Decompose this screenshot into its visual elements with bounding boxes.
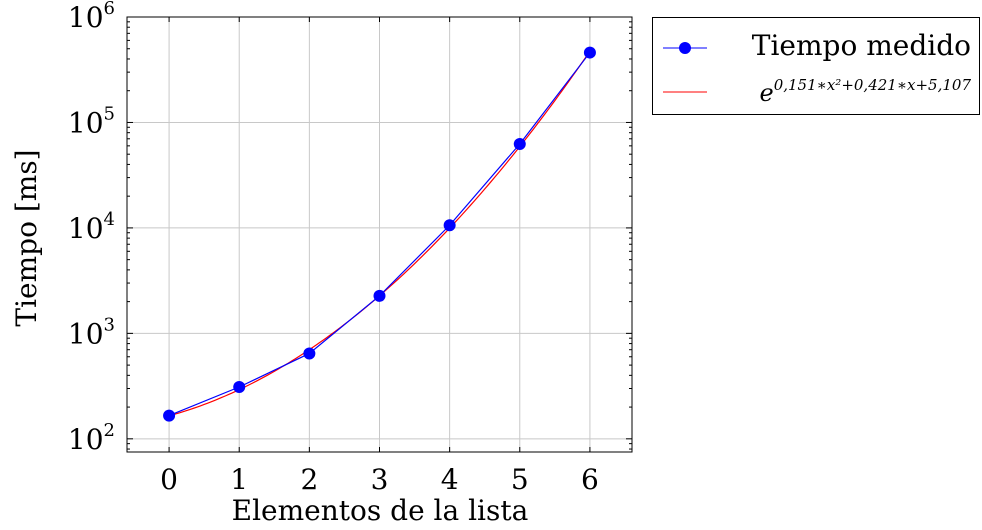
measured-point [513, 137, 526, 150]
y-tick-label: 103 [68, 314, 115, 350]
measured-point [373, 289, 386, 302]
y-tick-exponent: 2 [104, 420, 115, 441]
x-tick-label: 0 [160, 463, 178, 496]
legend-fit-base: e [759, 79, 774, 107]
measured-layer [163, 46, 596, 422]
x-tick-label: 3 [371, 463, 389, 496]
x-axis-label: Elementos de la lista [232, 494, 529, 527]
legend-sample-fit [663, 91, 707, 93]
x-tick-label: 4 [441, 463, 459, 496]
measured-point [233, 381, 246, 394]
legend-entry-measured: Tiempo medido [653, 28, 979, 68]
y-tick-exponent: 3 [104, 314, 115, 335]
legend-entry-fit: e0,151∗x²+0,421∗x+5,107 [653, 72, 979, 112]
legend-sample-measured [663, 42, 707, 54]
legend-fit-exponent: 0,151∗x²+0,421∗x+5,107 [773, 76, 971, 94]
measured-point [583, 46, 596, 59]
y-tick-base: 10 [68, 423, 104, 456]
y-tick-exponent: 5 [104, 103, 115, 124]
y-tick-label: 104 [68, 209, 115, 245]
measured-point [443, 219, 456, 232]
y-tick-exponent: 4 [104, 209, 115, 230]
measured-point [163, 409, 176, 422]
measured-point [303, 347, 316, 360]
x-tick-label: 1 [230, 463, 248, 496]
y-tick-label: 106 [68, 0, 115, 34]
y-tick-label: 102 [68, 420, 115, 456]
y-tick-exponent: 6 [104, 0, 115, 19]
legend-label-fit: e0,151∗x²+0,421∗x+5,107 [760, 76, 972, 107]
y-tick-base: 10 [68, 1, 104, 34]
legend-label-measured: Tiempo medido [751, 29, 971, 62]
y-tick-label: 105 [68, 103, 115, 139]
legend: Tiempo medido e0,151∗x²+0,421∗x+5,107 [652, 17, 980, 115]
y-tick-base: 10 [68, 106, 104, 139]
y-tick-base: 10 [68, 212, 104, 245]
ticks [127, 16, 632, 452]
y-tick-base: 10 [68, 317, 104, 350]
x-tick-label: 5 [511, 463, 529, 496]
grid [127, 16, 632, 452]
x-tick-label: 6 [581, 463, 599, 496]
y-axis-label: Tiempo [ms] [10, 149, 43, 326]
x-tick-label: 2 [300, 463, 318, 496]
